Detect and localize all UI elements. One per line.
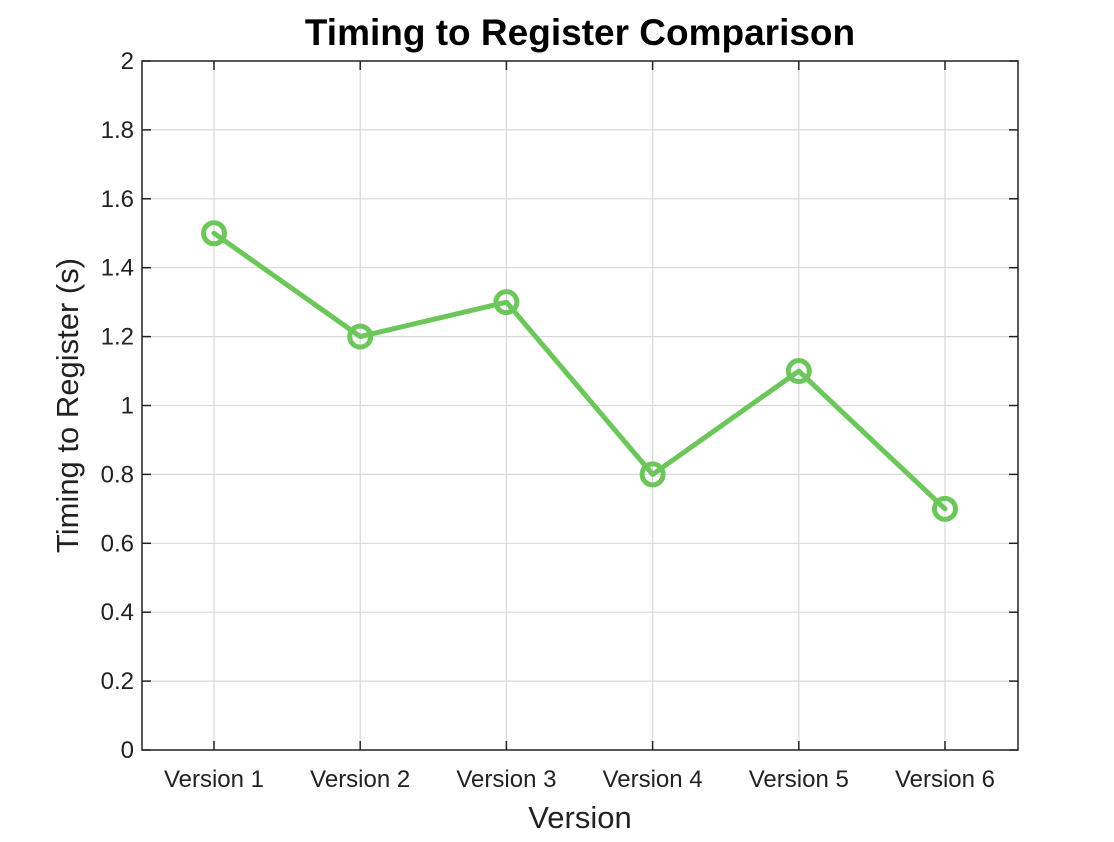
series-layer	[201, 220, 958, 522]
y-tick-label: 0.2	[101, 668, 134, 695]
y-tick-label: 1.4	[101, 255, 134, 282]
x-tick-label: Version 1	[164, 766, 264, 793]
y-tick-label: 1	[121, 393, 134, 420]
y-tick-label: 0.4	[101, 599, 134, 626]
y-tick-label: 0.8	[101, 461, 134, 488]
y-tick-label: 2	[121, 48, 134, 75]
y-tick-label: 0	[121, 737, 134, 764]
grid	[142, 61, 1018, 750]
x-tick-label: Version 4	[603, 766, 703, 793]
data-point-marker	[493, 289, 520, 316]
series-line	[211, 230, 948, 512]
y-tick-label: 1.8	[101, 117, 134, 144]
data-point-marker	[785, 358, 812, 385]
y-tick-label: 1.6	[101, 186, 134, 213]
y-tick-label: 1.2	[101, 324, 134, 351]
ticks: 0 0.2 0.4 0.6 0.8 1 1.2 1.4 1.6 1.8 2 Version 1 Vers…	[101, 48, 1018, 793]
x-tick-label: Version 6	[895, 766, 995, 793]
chart-title: Timing to Register Comparison	[305, 12, 855, 53]
x-tick-label: Version 3	[456, 766, 556, 793]
y-tick-label: 0.6	[101, 530, 134, 557]
y-axis-label: Timing to Register (s)	[50, 258, 85, 553]
data-point-marker	[347, 323, 374, 350]
x-axis-label: Version	[528, 800, 631, 835]
data-point-marker	[932, 495, 958, 522]
data-point-marker	[201, 220, 227, 247]
x-tick-label: Version 5	[749, 766, 849, 793]
x-tick-label: Version 2	[310, 766, 410, 793]
data-point-marker	[639, 461, 666, 488]
